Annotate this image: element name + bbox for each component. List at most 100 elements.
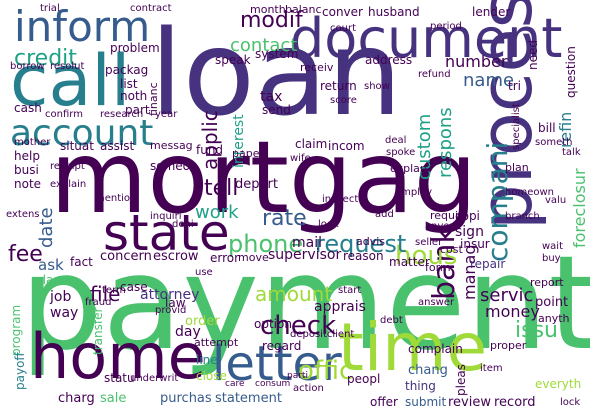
- word-action: action: [293, 383, 324, 394]
- word-copi: copi: [455, 209, 480, 223]
- word-letter: state: [103, 204, 230, 262]
- word-problem: problem: [110, 41, 160, 55]
- word-anyon: anyon: [425, 221, 456, 232]
- word-chang: chang: [408, 363, 448, 378]
- word-pleas: pleas: [454, 364, 468, 396]
- word-job: job: [50, 289, 72, 305]
- word-inspect: inspect: [322, 194, 359, 205]
- word-explan: explan: [390, 162, 427, 175]
- word-mother: mother: [14, 137, 51, 148]
- word-regard: regard: [262, 339, 302, 353]
- word-balanc: balanc: [285, 3, 322, 16]
- word-rate: rate: [262, 206, 307, 231]
- word-conver: conver: [322, 5, 363, 19]
- word-explain: explain: [50, 179, 87, 190]
- word-part: part: [125, 103, 150, 117]
- word-packag: packag: [105, 63, 149, 77]
- word-buy: buy: [542, 253, 561, 264]
- word-extens: extens: [6, 209, 40, 220]
- word-amount: amount: [255, 282, 333, 306]
- word-apprais: apprais: [314, 299, 366, 315]
- word-tri: tri: [508, 79, 521, 93]
- word-cash: cash: [14, 101, 42, 115]
- word-attempt: attempt: [194, 336, 239, 349]
- word-trial: trial: [40, 3, 60, 14]
- word-period: period: [430, 21, 462, 32]
- word-payoff: payoff: [13, 352, 27, 390]
- word-submit: submit: [405, 395, 447, 409]
- word-valu: valu: [545, 195, 567, 206]
- word-case: case: [120, 280, 148, 294]
- word-hous: hous: [395, 241, 458, 271]
- word-show: show: [364, 81, 390, 92]
- word-question: question: [564, 46, 578, 98]
- word-refund: refund: [418, 69, 451, 80]
- word-list: list: [120, 77, 138, 91]
- word-lock: lock: [560, 397, 581, 408]
- word-someth: someth: [535, 137, 573, 148]
- word-research: research: [100, 109, 144, 120]
- word-request: request: [315, 230, 407, 258]
- word-husband: husband: [368, 5, 420, 19]
- word-busi: busi: [14, 163, 39, 177]
- word-offic: offic: [298, 356, 354, 386]
- word-document: document: [290, 7, 563, 70]
- word-mail: mail: [292, 235, 322, 251]
- word-anyth: anyth: [538, 312, 570, 325]
- word-fund: fund: [196, 143, 224, 157]
- word-close: close: [196, 369, 227, 383]
- word-insur: insur: [460, 237, 490, 251]
- word-offer: offer: [370, 395, 398, 409]
- word-fee: fee: [8, 242, 43, 267]
- word-inquiri: inquiri: [150, 211, 182, 222]
- word-return: return: [320, 79, 357, 93]
- word-care: care: [225, 379, 245, 389]
- word-check: check: [260, 311, 337, 341]
- word-record: record: [494, 395, 536, 410]
- word-depositclient: depositclient: [290, 329, 355, 340]
- word-file: file: [90, 282, 121, 306]
- word-mention: mention: [95, 193, 137, 204]
- word-need: need: [526, 40, 540, 70]
- word-repair: repair: [470, 257, 506, 271]
- word-year: year: [155, 109, 178, 120]
- word-thing: thing: [405, 379, 436, 393]
- word-homeown: homeown: [505, 187, 554, 198]
- word-ask: ask: [38, 256, 64, 274]
- word-deni: deni: [172, 219, 194, 230]
- word-credit: credit: [14, 46, 77, 71]
- word-time: time: [338, 309, 488, 386]
- word-concern: concern: [100, 249, 152, 264]
- word-supervisor: supervisor: [268, 247, 342, 263]
- word-everyth: everyth: [535, 377, 582, 391]
- word-payment: payment: [20, 227, 590, 379]
- word-applic: applic: [198, 110, 222, 170]
- word-day: day: [175, 324, 201, 340]
- word-item: item: [480, 363, 503, 374]
- word-option: option: [254, 317, 292, 331]
- word-call: call: [10, 40, 131, 122]
- word-noth: noth: [120, 89, 148, 103]
- word-court: court: [330, 23, 356, 34]
- word-situat: situat: [60, 139, 94, 153]
- word-number: number: [445, 52, 508, 71]
- word-tell: tell: [204, 176, 239, 201]
- word-month: month: [250, 3, 286, 16]
- word-system: system: [255, 47, 299, 61]
- word-advis: advis: [356, 235, 386, 248]
- word-escrow: escrow: [153, 249, 199, 264]
- word-start: start: [338, 285, 362, 296]
- word-issu: issu: [515, 318, 558, 343]
- word-respons: respons: [435, 107, 456, 178]
- word-resolut: resolut: [50, 61, 85, 72]
- word-transfer: transfer: [91, 307, 105, 355]
- word-speak: speak: [215, 53, 251, 67]
- word-assist: assist: [100, 139, 135, 153]
- word-bill: bill: [538, 121, 556, 135]
- word-charg: charg: [58, 391, 95, 406]
- word-error: error: [210, 251, 240, 265]
- word-inform: inform: [14, 2, 151, 51]
- word-way: way: [50, 305, 79, 321]
- word-seller: seller: [415, 237, 443, 248]
- word-money: money: [485, 302, 540, 321]
